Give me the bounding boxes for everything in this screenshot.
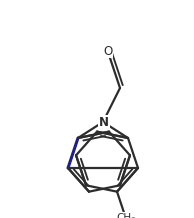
- Text: CH₃: CH₃: [116, 213, 135, 218]
- Text: O: O: [103, 44, 113, 58]
- Text: N: N: [99, 116, 109, 128]
